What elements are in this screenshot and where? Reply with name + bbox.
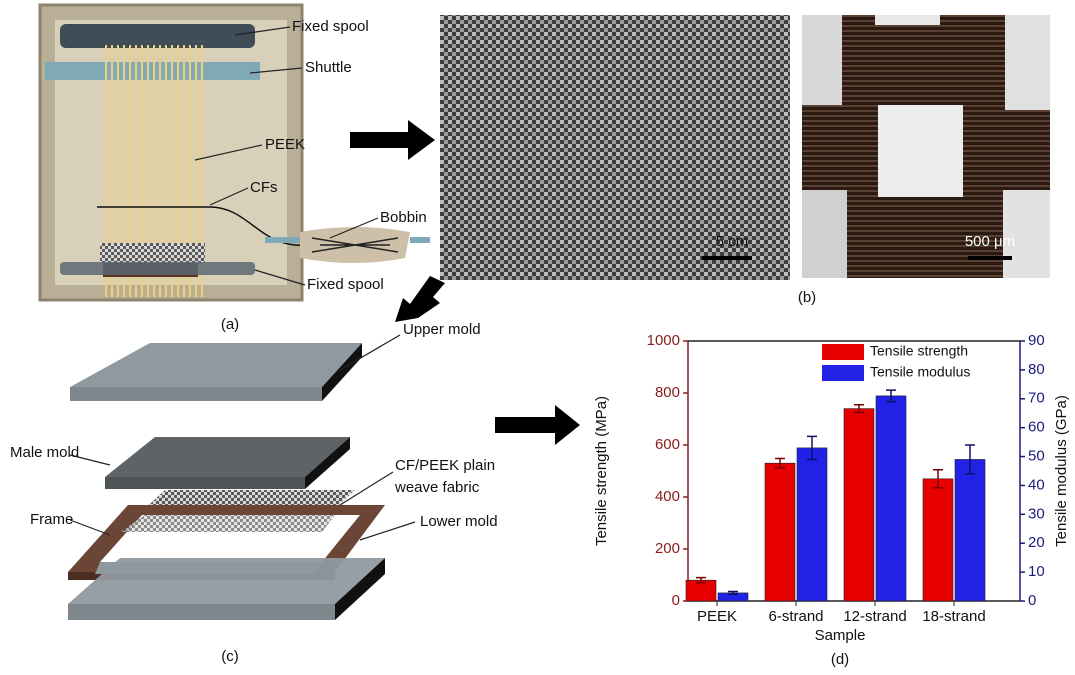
legend-label: Tensile strength: [870, 343, 968, 359]
y2-tick-label: 80: [1028, 361, 1045, 378]
y-tick-label: 600: [655, 436, 680, 453]
arrow: [350, 120, 435, 160]
y2-tick-label: 10: [1028, 563, 1045, 580]
panel-label: (d): [831, 651, 849, 668]
callout: weave fabric: [394, 479, 480, 496]
figure: Fixed spool Shuttle PEEK CFs Bobbin Fixe…: [0, 0, 1075, 675]
y2-tick-label: 90: [1028, 332, 1045, 349]
loom-diagram: [40, 5, 430, 300]
y2-tick-label: 30: [1028, 505, 1045, 522]
callout: Fixed spool: [307, 276, 384, 293]
callout: Fixed spool: [292, 18, 369, 35]
callout: CF/PEEK plain: [395, 457, 495, 474]
x-tick-label: PEEK: [697, 608, 737, 625]
y2-tick-label: 60: [1028, 419, 1045, 436]
y-tick-label: 800: [655, 384, 680, 401]
callout: Lower mold: [420, 513, 498, 530]
bar: [797, 448, 827, 601]
callout: CFs: [250, 179, 278, 196]
legend-swatch: [822, 344, 864, 360]
legend-swatch: [822, 365, 864, 381]
x-axis-title: Sample: [815, 627, 866, 644]
bar: [955, 459, 985, 601]
callout: Bobbin: [380, 209, 427, 226]
callout: Upper mold: [403, 321, 481, 338]
y2-tick-label: 0: [1028, 592, 1036, 609]
arrow: [495, 405, 580, 445]
panel-label: (c): [221, 648, 239, 665]
y-tick-label: 0: [672, 592, 680, 609]
callout: Shuttle: [305, 59, 352, 76]
x-tick-label: 6-strand: [768, 608, 823, 625]
bar: [923, 479, 953, 601]
x-tick-label: 18-strand: [922, 608, 985, 625]
callout: Frame: [30, 511, 73, 528]
arrow: [395, 276, 445, 322]
legend-label: Tensile modulus: [870, 364, 970, 380]
bar: [844, 409, 874, 601]
panel-label: (a): [221, 316, 239, 333]
y-tick-label: 200: [655, 540, 680, 557]
callout: Male mold: [10, 444, 79, 461]
y2-tick-label: 40: [1028, 476, 1045, 493]
chart: 0 200 400 600 800 1000 0 10 20 30 40 50 60 70 80 90 Tens…: [593, 332, 1070, 644]
y2-tick-label: 20: [1028, 534, 1045, 551]
scale-label: 5 cm: [716, 233, 749, 250]
bar: [876, 396, 906, 601]
mold-diagram: [68, 343, 385, 620]
callout: PEEK: [265, 136, 305, 153]
y2-tick-label: 50: [1028, 448, 1045, 465]
panel-label: (b): [798, 289, 816, 306]
x-tick-label: 12-strand: [843, 608, 906, 625]
scale-label: 500 μm: [965, 233, 1015, 250]
y-tick-label: 1000: [647, 332, 680, 349]
y2-tick-label: 70: [1028, 390, 1045, 407]
y2-axis-title: Tensile modulus (GPa): [1053, 395, 1070, 547]
bar: [765, 463, 795, 601]
y-axis-title: Tensile strength (MPa): [593, 396, 610, 546]
y-tick-label: 400: [655, 488, 680, 505]
